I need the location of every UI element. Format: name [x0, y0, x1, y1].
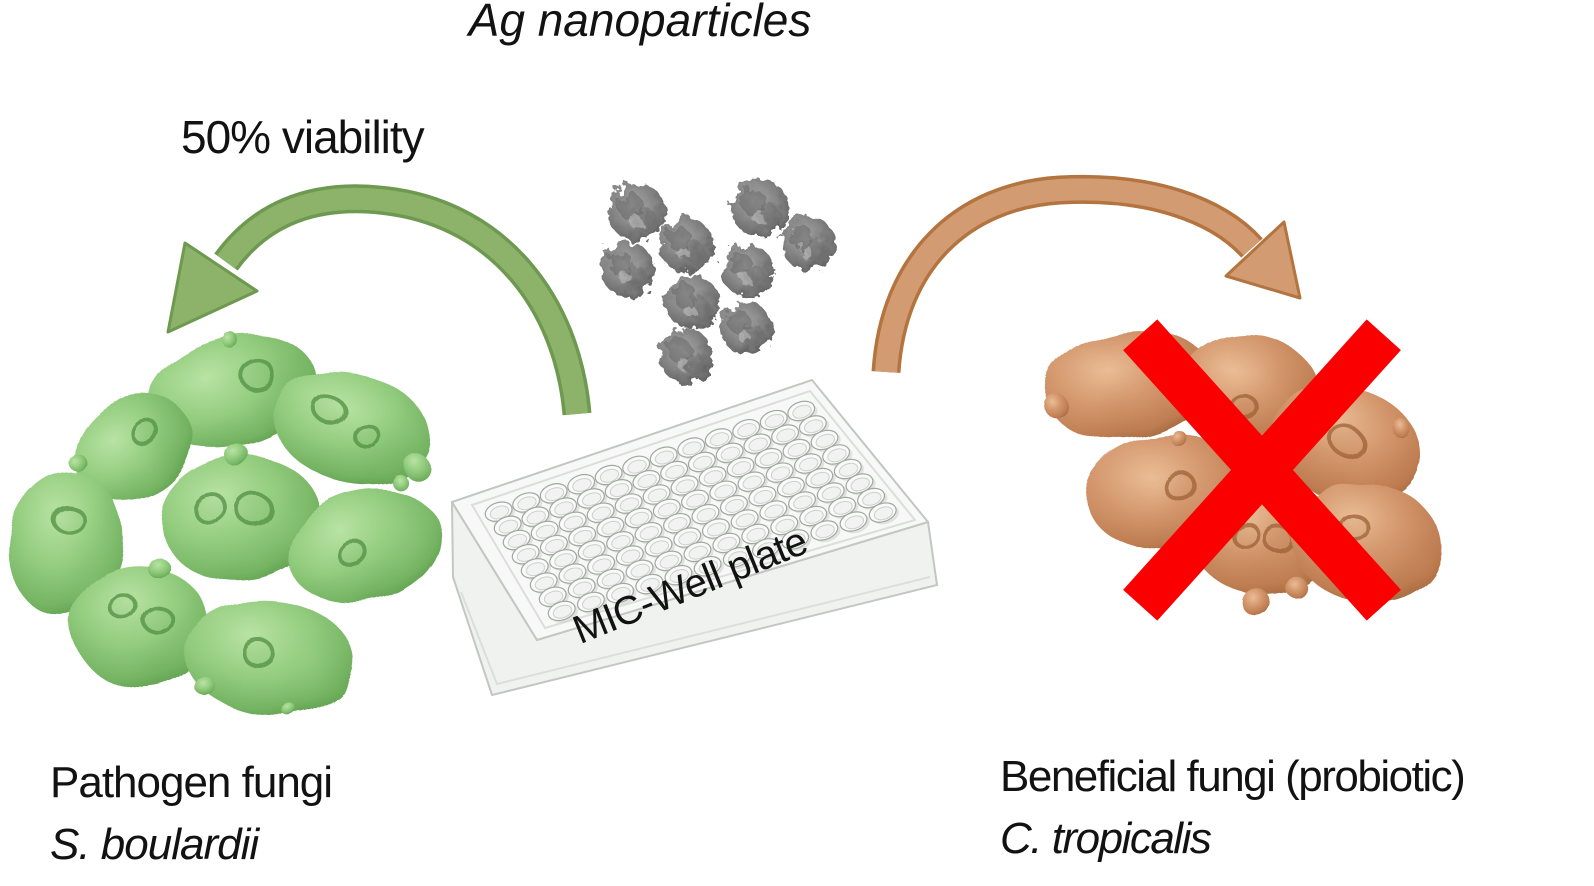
well — [691, 503, 722, 526]
pathogen-yeast-cluster — [9, 333, 441, 717]
well — [664, 564, 695, 587]
well — [781, 529, 812, 552]
well — [587, 554, 618, 577]
title-ag-nanoparticles: Ag nanoparticles — [468, 0, 812, 46]
well — [839, 511, 870, 534]
label-pathogen-fungi: Pathogen fungi — [50, 758, 333, 807]
well — [810, 520, 841, 543]
well — [549, 497, 580, 520]
well — [547, 600, 578, 623]
well — [606, 582, 637, 605]
label-50-viability: 50% viability — [181, 111, 425, 163]
well — [577, 540, 608, 563]
well — [857, 487, 888, 510]
nanoparticle — [659, 218, 713, 272]
well — [622, 455, 653, 478]
label-s-boulardii: S. boulardii — [50, 820, 259, 869]
green-curved-arrow — [166, 184, 592, 416]
well — [793, 453, 825, 476]
nanoparticle — [781, 216, 835, 270]
mic-well-plate — [450, 378, 938, 696]
red-cross-icon — [1123, 319, 1401, 621]
well — [799, 505, 830, 528]
well — [709, 480, 740, 503]
well — [549, 549, 580, 572]
well — [652, 498, 684, 521]
well-grid — [484, 400, 899, 623]
well — [770, 514, 801, 537]
well — [741, 523, 772, 546]
left-caption: Pathogen fungi S. boulardii — [50, 752, 333, 876]
orange-curved-arrow — [871, 174, 1302, 374]
silver-nanoparticles — [601, 179, 835, 383]
right-caption: Beneficial fungi (probiotic) C. tropical… — [1000, 746, 1466, 870]
well — [776, 476, 808, 499]
nanoparticle — [665, 275, 719, 329]
well — [732, 418, 763, 442]
well — [701, 518, 733, 541]
well — [798, 415, 830, 438]
nanoparticle — [659, 329, 713, 383]
well — [681, 489, 712, 512]
nanoparticle — [720, 302, 772, 354]
well — [635, 573, 666, 596]
well — [868, 502, 899, 525]
well — [687, 451, 719, 474]
nanoparticle — [601, 243, 655, 297]
well — [576, 591, 608, 614]
nanoparticle — [608, 183, 666, 241]
well — [752, 538, 783, 561]
label-beneficial-fungi: Beneficial fungi (probiotic) — [1000, 752, 1466, 801]
nanoparticle — [722, 245, 774, 297]
label-c-tropicalis: C. tropicalis — [1000, 814, 1212, 863]
nanoparticle — [731, 179, 789, 237]
orange-arrowhead — [1224, 220, 1302, 300]
green-arrowhead — [166, 241, 259, 334]
well — [693, 555, 724, 579]
well — [511, 543, 542, 566]
well — [493, 515, 524, 538]
well — [722, 547, 754, 570]
